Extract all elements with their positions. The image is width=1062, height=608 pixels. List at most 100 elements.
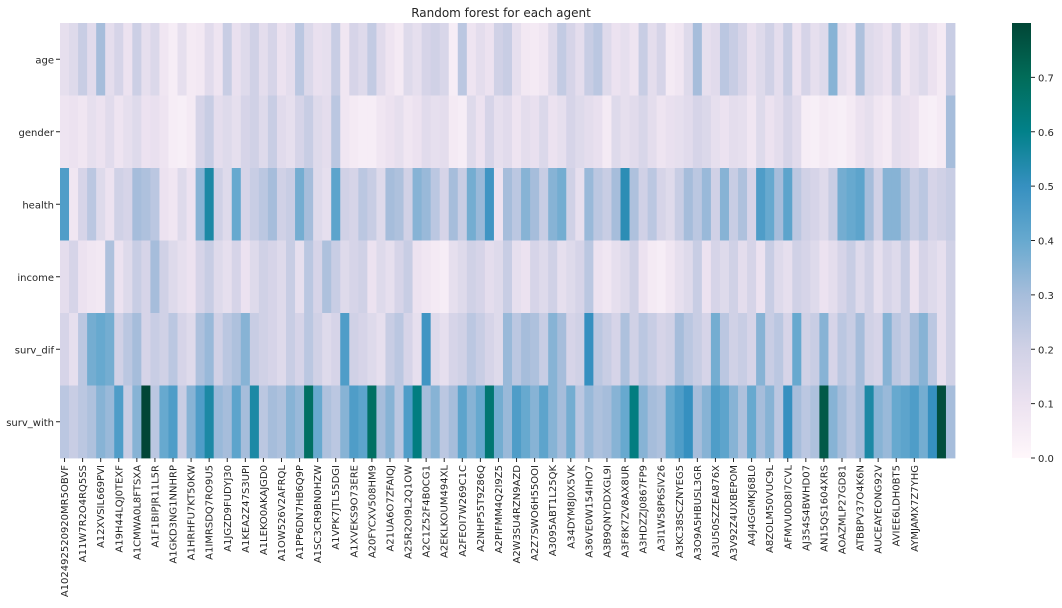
heatmap-cell bbox=[213, 385, 224, 459]
heatmap-cell bbox=[304, 23, 314, 96]
heatmap-cell bbox=[512, 385, 522, 459]
heatmap-cell bbox=[927, 23, 938, 96]
heatmap-cell bbox=[358, 313, 368, 386]
heatmap-cell bbox=[891, 168, 902, 241]
heatmap-cell bbox=[195, 385, 206, 459]
heatmap-cell bbox=[204, 240, 215, 314]
heatmap-cell bbox=[566, 168, 576, 241]
heatmap-cell bbox=[530, 313, 540, 386]
heatmap-cell bbox=[638, 240, 649, 314]
heatmap-cell bbox=[331, 168, 341, 241]
heatmap-cell bbox=[132, 168, 142, 241]
heatmap-cell bbox=[340, 23, 350, 96]
heatmap-cell bbox=[927, 385, 938, 459]
heatmap-cell bbox=[828, 168, 838, 241]
heatmap-cell bbox=[78, 95, 88, 169]
x-axis-tick-label: A3I1W58P6SIV26 bbox=[657, 465, 668, 551]
x-axis-tick-label: A20FYCXV508HM9 bbox=[367, 465, 378, 558]
heatmap-cell bbox=[313, 95, 323, 169]
heatmap-cell bbox=[611, 240, 621, 314]
x-axis-tick-label: A1PP6DN7HB6Q9P bbox=[295, 465, 306, 559]
heatmap-cell bbox=[765, 23, 775, 96]
heatmap-cell bbox=[647, 313, 658, 386]
heatmap-cell bbox=[295, 168, 305, 241]
heatmap-cell bbox=[69, 168, 79, 241]
heatmap-cell bbox=[566, 23, 576, 96]
heatmap-cell bbox=[882, 240, 893, 314]
heatmap-cell bbox=[575, 95, 585, 169]
heatmap-cell bbox=[774, 168, 784, 241]
heatmap-cell bbox=[557, 385, 567, 459]
heatmap-cell bbox=[638, 168, 649, 241]
heatmap-cell bbox=[114, 95, 124, 169]
heatmap-cell bbox=[276, 313, 287, 386]
x-axis-tick-label: A11W7R2O4RQ5SS bbox=[78, 465, 89, 562]
colorbar-tick-label: 0.2 bbox=[1038, 345, 1054, 356]
heatmap-cell bbox=[683, 23, 694, 96]
x-axis-tick-label: AYMJAMX7Z7YHG bbox=[910, 465, 921, 552]
heatmap-cell bbox=[584, 168, 594, 241]
heatmap-cell bbox=[584, 23, 594, 96]
heatmap-cell bbox=[60, 313, 70, 386]
heatmap-cell bbox=[747, 95, 757, 169]
x-axis-tick-label: A4J4GGMKJ68L0 bbox=[747, 465, 758, 546]
heatmap-cell bbox=[267, 385, 278, 459]
heatmap-cell bbox=[475, 240, 486, 314]
heatmap-cell bbox=[783, 240, 793, 314]
heatmap-cell bbox=[891, 313, 902, 386]
heatmap-cell bbox=[701, 95, 712, 169]
heatmap-cell bbox=[575, 168, 585, 241]
heatmap-cell bbox=[756, 168, 766, 241]
heatmap-cell bbox=[304, 95, 314, 169]
heatmap-cell bbox=[340, 168, 350, 241]
heatmap-cell bbox=[439, 95, 450, 169]
heatmap-cell bbox=[548, 240, 558, 314]
heatmap-cell bbox=[765, 95, 775, 169]
heatmap-cell bbox=[728, 95, 739, 169]
colorbar-tick-label: 0.4 bbox=[1038, 237, 1054, 248]
heatmap-cell bbox=[304, 385, 314, 459]
heatmap-cell bbox=[864, 240, 875, 314]
heatmap-cell bbox=[213, 95, 224, 169]
heatmap-cell bbox=[918, 168, 929, 241]
heatmap-cell bbox=[774, 95, 784, 169]
heatmap-cell bbox=[593, 23, 603, 96]
heatmap-cell bbox=[548, 95, 558, 169]
heatmap-cell bbox=[457, 240, 468, 314]
heatmap-cell bbox=[801, 240, 811, 314]
heatmap-cell bbox=[521, 95, 531, 169]
x-axis-tick-label: A1GKD3NG1NNHRP bbox=[169, 465, 180, 564]
heatmap-cell bbox=[186, 168, 197, 241]
x-axis-tick-label: A2EKLKOUM494XL bbox=[440, 465, 451, 558]
heatmap-cell bbox=[448, 168, 459, 241]
heatmap-cell bbox=[909, 240, 920, 314]
heatmap-cell bbox=[873, 168, 884, 241]
heatmap-cell bbox=[810, 23, 820, 96]
heatmap-cell bbox=[69, 23, 79, 96]
heatmap-cell bbox=[909, 385, 920, 459]
heatmap-cell bbox=[683, 240, 694, 314]
heatmap-cell bbox=[349, 240, 359, 314]
heatmap-cell bbox=[738, 240, 748, 314]
heatmap-cell bbox=[819, 95, 829, 169]
heatmap-cell bbox=[448, 313, 459, 386]
heatmap-cell bbox=[403, 95, 413, 169]
heatmap-cell bbox=[240, 168, 251, 241]
heatmap-cell bbox=[159, 168, 169, 241]
heatmap-cell bbox=[240, 313, 251, 386]
heatmap-cell bbox=[521, 23, 531, 96]
heatmap-cell bbox=[738, 313, 748, 386]
heatmap-cell bbox=[186, 240, 197, 314]
x-axis-tick-label: A1IMRSDQ7RO9U5 bbox=[205, 465, 216, 560]
colorbar-tick-label: 0.7 bbox=[1038, 73, 1054, 84]
y-axis-tick-label: surv_dif bbox=[15, 345, 55, 356]
heatmap-cell bbox=[258, 313, 269, 386]
heatmap-cell bbox=[78, 168, 88, 241]
heatmap-cell bbox=[512, 240, 522, 314]
heatmap-cell bbox=[213, 313, 224, 386]
heatmap-cell bbox=[403, 168, 413, 241]
heatmap-cell bbox=[231, 240, 242, 314]
heatmap-cell bbox=[412, 95, 423, 169]
heatmap-cell bbox=[683, 385, 694, 459]
heatmap-cell bbox=[683, 168, 694, 241]
